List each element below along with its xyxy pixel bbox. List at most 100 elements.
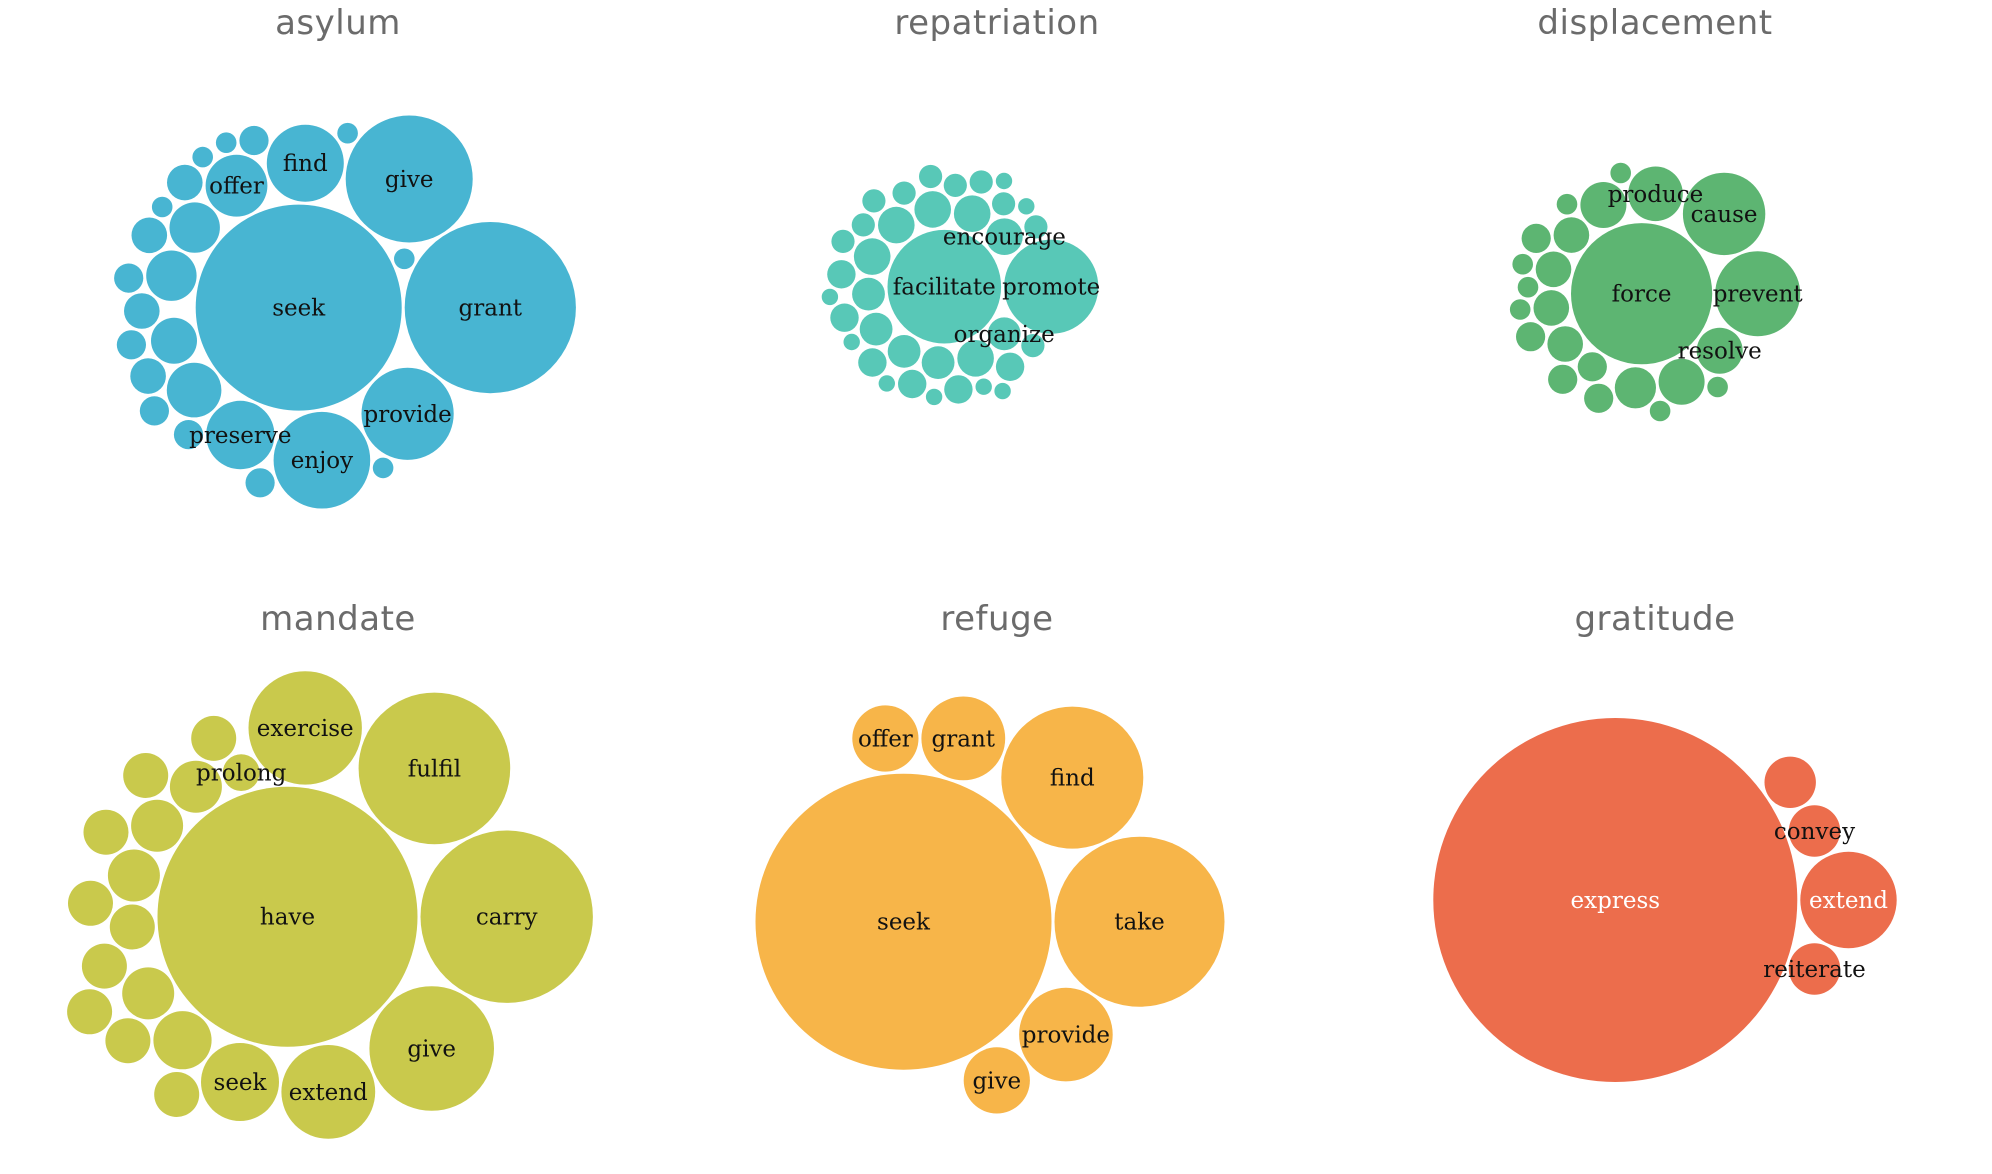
bubble-label-asylum-give: give (385, 167, 434, 193)
bubble-repatriation-13 (898, 369, 927, 399)
bubble-mandate-15 (191, 715, 237, 761)
bubble-repatriation-8 (853, 238, 891, 275)
bubble-repatriation-promote (1004, 239, 1099, 334)
panel-title-gratitude: gratitude (1574, 599, 1735, 639)
bubble-displacement-19 (1649, 400, 1671, 422)
bubble-displacement-21 (1509, 299, 1531, 320)
bubble-refuge-offer (852, 705, 919, 772)
bubble-asylum-provide (361, 367, 454, 460)
bubble-repatriation-7 (878, 206, 915, 244)
bubble-repatriation-24 (1024, 215, 1048, 239)
bubble-label-refuge-grant: grant (932, 726, 996, 752)
bubble-repatriation-29 (975, 378, 992, 395)
bubble-asylum-11 (151, 317, 197, 364)
bubble-asylum-24 (192, 146, 213, 168)
bubble-repatriation-25 (969, 170, 993, 194)
bubble-label-displacement-produce: produce (1608, 182, 1704, 208)
bubble-repatriation-18 (858, 348, 887, 377)
panel-repatriation: repatriation facilitate promote encourage o… (821, 3, 1100, 406)
bubble-gratitude-4 (1764, 756, 1816, 808)
bubble-label-refuge-offer: offer (858, 727, 913, 753)
bubble-label-mandate-carry: carry (476, 905, 538, 931)
bubble-displacement-13 (1584, 383, 1614, 413)
panel-title-refuge: refuge (940, 599, 1053, 639)
bubble-repatriation-20 (892, 181, 916, 205)
bubble-label-gratitude-convey: convey (1774, 819, 1855, 845)
bubble-mandate-20 (154, 1072, 200, 1117)
bubble-displacement-9 (1535, 251, 1572, 288)
bubble-mandate-prolong (222, 754, 260, 791)
bubble-asylum-19 (239, 125, 269, 156)
bubble-label-displacement-force: force (1612, 282, 1672, 308)
bubble-mandate-have (157, 786, 418, 1047)
bubble-refuge-take (1054, 836, 1225, 1007)
bubble-asylum-12 (124, 293, 160, 329)
bubble-displacement-16 (1521, 223, 1551, 253)
bubble-displacement-17 (1517, 276, 1539, 298)
bubble-displacement-resolve (1696, 327, 1743, 374)
bubble-label-mandate-seek: seek (214, 1070, 268, 1096)
bubble-repatriation-35 (994, 382, 1011, 400)
bubble-label-asylum-seek: seek (272, 296, 326, 322)
bubble-label-repatriation-facilitate: facilitate (893, 275, 996, 301)
panel-title-asylum: asylum (275, 3, 401, 43)
bubble-asylum-find (266, 124, 344, 202)
bubble-repatriation-28 (831, 229, 855, 253)
bubble-asylum-enjoy (273, 411, 371, 509)
bubble-asylum-27 (337, 122, 358, 144)
bubble-asylum-23 (151, 196, 173, 218)
bubble-displacement-23 (1610, 162, 1631, 184)
bubble-mandate-give (369, 986, 495, 1111)
bubble-label-repatriation-promote: promote (1002, 275, 1100, 301)
bubble-mandate-14 (81, 943, 127, 989)
bubble-label-asylum-provide: provide (363, 402, 451, 428)
bubble-mandate-seek (201, 1043, 279, 1121)
bubble-refuge-provide (1019, 987, 1113, 1082)
panel-title-mandate: mandate (260, 599, 416, 639)
bubble-mandate-9 (169, 760, 222, 813)
bubble-label-refuge-seek: seek (877, 910, 931, 936)
bubble-mandate-carry (420, 830, 593, 1003)
bubble-label-gratitude-extend: extend (1809, 888, 1888, 914)
bubble-asylum-10 (146, 250, 197, 301)
bubbles-refuge: seek take find provide grant offer give (755, 696, 1225, 1114)
bubble-mandate-21 (67, 989, 113, 1035)
bubble-label-mandate-exercise: exercise (257, 716, 354, 742)
bubble-repatriation-12 (859, 312, 893, 346)
panel-refuge: refuge seek take find provide grant offer give (755, 599, 1225, 1114)
bubble-label-mandate-fulfil: fulfil (408, 756, 461, 782)
bubble-displacement-14 (1548, 364, 1578, 394)
bubble-repatriation-32 (878, 375, 895, 392)
bubble-mandate-12 (107, 849, 160, 902)
bubble-asylum-20 (139, 396, 169, 426)
bubble-displacement-5 (1658, 358, 1705, 405)
panel-gratitude: gratitude express extend convey reiterate (1433, 599, 1897, 1082)
bubble-mandate-10 (122, 967, 175, 1020)
bubble-repatriation-9 (921, 346, 955, 379)
panel-title-displacement: displacement (1537, 3, 1772, 43)
panel-title-repatriation: repatriation (894, 3, 1099, 43)
bubble-mandate-extend (281, 1045, 376, 1139)
bubble-repatriation-15 (827, 260, 856, 289)
bubble-asylum-14 (131, 217, 168, 254)
bubble-asylum-22 (394, 248, 415, 270)
bubble-displacement-15 (1516, 322, 1546, 352)
bubbles-asylum: seek grant give provide enjoy find preserve off… (114, 115, 576, 509)
bubble-displacement-6 (1580, 182, 1627, 228)
bubble-displacement-20 (1707, 376, 1728, 398)
bubble-displacement-22 (1512, 253, 1533, 275)
bubble-repatriation-14 (944, 375, 973, 404)
bubble-displacement-10 (1533, 290, 1570, 326)
bubble-label-mandate-have: have (260, 905, 315, 931)
bubble-repatriation-21 (851, 213, 875, 237)
bubble-repatriation-19 (992, 192, 1016, 216)
bubble-refuge-find (1001, 706, 1144, 849)
bubble-mandate-17 (123, 753, 169, 798)
bubble-mandate-16 (68, 880, 113, 926)
bubble-asylum-15 (167, 164, 203, 201)
bubble-asylum-13 (130, 358, 166, 394)
bubble-asylum-18 (114, 263, 144, 293)
bubble-displacement-produce (1628, 166, 1683, 222)
